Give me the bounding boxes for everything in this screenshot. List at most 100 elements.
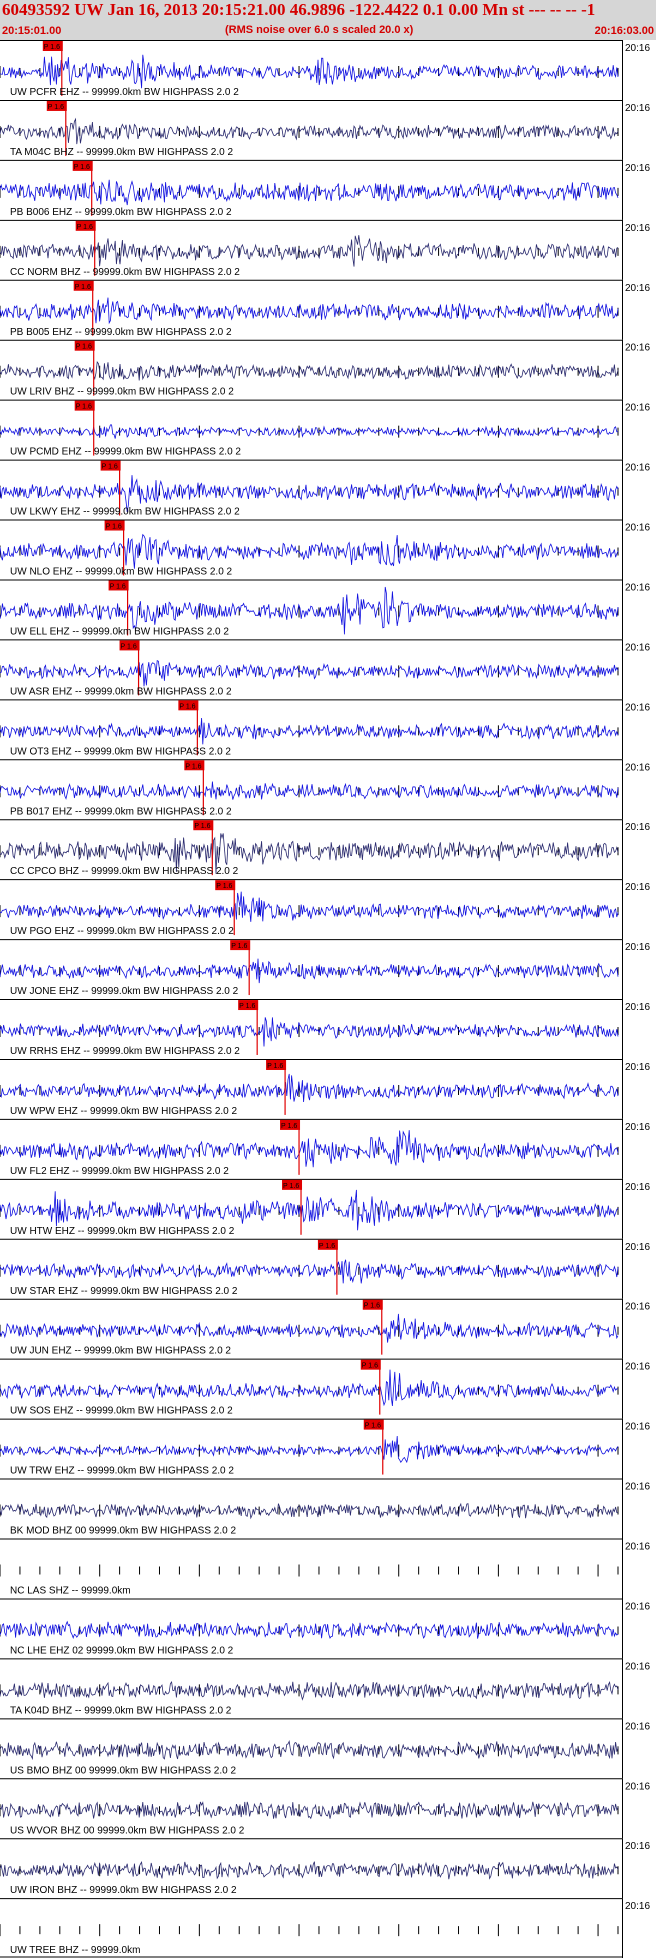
edge-time-label: 20:16 bbox=[625, 223, 650, 234]
edge-time-label: 20:16 bbox=[625, 1542, 650, 1553]
station-label: CC CPCO BHZ -- 99999.0km BW HIGHPASS 2.0… bbox=[10, 866, 239, 877]
waveform-trace bbox=[0, 1861, 619, 1880]
edge-time-label: 20:16 bbox=[625, 1362, 650, 1373]
waveform-trace bbox=[0, 117, 619, 145]
pick-label: P 1.6 bbox=[44, 44, 60, 51]
station-label: TA K04D BHZ -- 99999.0km BW HIGHPASS 2.0… bbox=[10, 1705, 232, 1716]
edge-time-label: 20:16 bbox=[625, 942, 650, 953]
edge-time-label: 20:16 bbox=[625, 1182, 650, 1193]
pick-label: P 1.6 bbox=[194, 823, 210, 830]
station-label: CC NORM BHZ -- 99999.0km BW HIGHPASS 2.0… bbox=[10, 267, 240, 278]
pick-label: P 1.6 bbox=[76, 344, 92, 351]
waveform-trace bbox=[0, 235, 619, 267]
station-label: UW PGO EHZ -- 99999.0km BW HIGHPASS 2.0 … bbox=[10, 926, 234, 937]
plot-header: 60493592 UW Jan 16, 2013 20:15:21.00 46.… bbox=[0, 0, 656, 40]
time-ticks bbox=[0, 1324, 619, 1337]
waveform-trace bbox=[0, 1680, 619, 1701]
pick-box bbox=[193, 820, 214, 831]
pick-box bbox=[317, 1239, 338, 1250]
pick-box bbox=[280, 1119, 301, 1130]
station-label: NC LAS SHZ -- 99999.0km bbox=[10, 1586, 131, 1597]
edge-time-label: 20:16 bbox=[625, 163, 650, 174]
pick-box bbox=[108, 580, 129, 591]
waveform-trace bbox=[0, 1502, 619, 1520]
station-label: TA M04C BHZ -- 99999.0km BW HIGHPASS 2.0… bbox=[10, 147, 233, 158]
waveform-trace bbox=[0, 781, 619, 800]
pick-box bbox=[363, 1419, 384, 1430]
waveform-trace bbox=[0, 833, 619, 874]
waveform-trace bbox=[0, 1259, 619, 1284]
station-label: UW LRIV BHZ -- 99999.0km BW HIGHPASS 2.0… bbox=[10, 387, 234, 398]
station-label: UW JONE EHZ -- 99999.0km BW HIGHPASS 2.0… bbox=[10, 986, 239, 997]
edge-time-label: 20:16 bbox=[625, 702, 650, 713]
pick-label: P 1.6 bbox=[75, 284, 91, 291]
station-label: UW TREE BHZ -- 99999.0km bbox=[10, 1945, 140, 1956]
pick-label: P 1.6 bbox=[106, 524, 122, 531]
station-label: US BMO BHZ 00 99999.0km BW HIGHPASS 2.0 … bbox=[10, 1765, 236, 1776]
edge-time-label: 20:16 bbox=[625, 762, 650, 773]
station-label: UW NLO EHZ -- 99999.0km BW HIGHPASS 2.0 … bbox=[10, 567, 233, 578]
station-label: UW SOS EHZ -- 99999.0km BW HIGHPASS 2.0 … bbox=[10, 1406, 233, 1417]
waveform-trace bbox=[0, 1620, 619, 1639]
time-ticks bbox=[0, 1444, 619, 1457]
station-label: UW IRON BHZ -- 99999.0km BW HIGHPASS 2.0… bbox=[10, 1885, 237, 1896]
pick-label: P 1.6 bbox=[281, 1123, 297, 1130]
pick-label: P 1.6 bbox=[110, 583, 126, 590]
edge-time-label: 20:16 bbox=[625, 1781, 650, 1792]
pick-label: P 1.6 bbox=[76, 404, 92, 411]
edge-time-label: 20:16 bbox=[625, 283, 650, 294]
edge-time-label: 20:16 bbox=[625, 1721, 650, 1732]
waveform-trace bbox=[0, 297, 619, 325]
pick-box bbox=[282, 1179, 303, 1190]
waveform-trace bbox=[0, 1369, 619, 1407]
edge-time-label: 20:16 bbox=[625, 343, 650, 354]
waveform-trace bbox=[0, 958, 619, 984]
end-time-label: 20:16:03.00 bbox=[594, 25, 654, 37]
rms-note: (RMS noise over 6.0 s scaled 20.0 x) bbox=[225, 24, 414, 36]
pick-label: P 1.6 bbox=[74, 164, 90, 171]
pick-box bbox=[100, 460, 121, 471]
station-label: UW HTW EHZ -- 99999.0km BW HIGHPASS 2.0 … bbox=[10, 1226, 235, 1237]
pick-box bbox=[215, 880, 236, 891]
pick-box bbox=[72, 160, 93, 171]
edge-time-label: 20:16 bbox=[625, 1302, 650, 1313]
edge-time-label: 20:16 bbox=[625, 1482, 650, 1493]
edge-time-label: 20:16 bbox=[625, 1661, 650, 1672]
pick-label: P 1.6 bbox=[364, 1303, 380, 1310]
station-label: BK MOD BHZ 00 99999.0km BW HIGHPASS 2.0 … bbox=[10, 1526, 236, 1537]
edge-time-label: 20:16 bbox=[625, 642, 650, 653]
pick-box bbox=[230, 940, 251, 951]
pick-label: P 1.6 bbox=[231, 943, 247, 950]
station-label: NC LHE EHZ 02 99999.0km BW HIGHPASS 2.0 … bbox=[10, 1645, 234, 1656]
pick-box bbox=[74, 340, 95, 351]
waveform-trace bbox=[0, 1313, 619, 1343]
start-time-label: 20:15:01.00 bbox=[2, 25, 62, 37]
station-label: UW RRHS EHZ -- 99999.0km BW HIGHPASS 2.0… bbox=[10, 1046, 240, 1057]
pick-box bbox=[46, 100, 67, 111]
time-ticks bbox=[0, 965, 619, 978]
edge-time-label: 20:16 bbox=[625, 582, 650, 593]
waveform-trace bbox=[0, 1801, 619, 1820]
waveform-trace bbox=[0, 659, 619, 687]
waveform-trace bbox=[0, 891, 619, 922]
station-label: UW TRW EHZ -- 99999.0km BW HIGHPASS 2.0 … bbox=[10, 1466, 234, 1477]
pick-label: P 1.6 bbox=[216, 883, 232, 890]
pick-label: P 1.6 bbox=[102, 464, 118, 471]
edge-time-label: 20:16 bbox=[625, 1901, 650, 1912]
edge-time-label: 20:16 bbox=[625, 523, 650, 534]
waveform-trace bbox=[0, 533, 619, 569]
station-label: PB B006 EHZ -- 99999.0km BW HIGHPASS 2.0… bbox=[10, 207, 232, 218]
waveform-trace bbox=[0, 1073, 619, 1103]
station-label: UW ASR EHZ -- 99999.0km BW HIGHPASS 2.0 … bbox=[10, 686, 232, 697]
pick-box bbox=[75, 220, 96, 231]
station-label: UW JUN EHZ -- 99999.0km BW HIGHPASS 2.0 … bbox=[10, 1346, 231, 1357]
pick-label: P 1.6 bbox=[362, 1363, 378, 1370]
station-label: UW WPW EHZ -- 99999.0km BW HIGHPASS 2.0 … bbox=[10, 1106, 238, 1117]
edge-time-label: 20:16 bbox=[625, 1002, 650, 1013]
pick-label: P 1.6 bbox=[239, 1003, 255, 1010]
waveform-trace bbox=[0, 1017, 619, 1047]
waveform-trace bbox=[0, 475, 619, 513]
waveform-trace bbox=[0, 54, 619, 89]
pick-label: P 1.6 bbox=[179, 703, 195, 710]
pick-label: P 1.6 bbox=[365, 1423, 381, 1430]
